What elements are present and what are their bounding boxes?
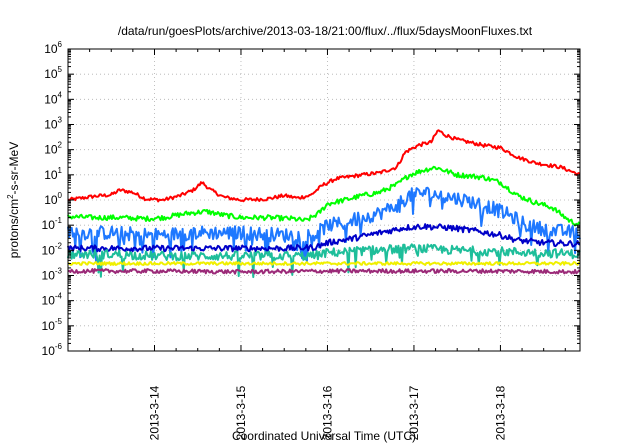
axis-ticks xyxy=(68,48,580,352)
x-tick-label: 2013-3-15 xyxy=(234,385,248,440)
y-tick-label: 10-4 xyxy=(42,292,63,308)
x-axis-label: Coordinated Universal Time (UTC) xyxy=(232,429,416,443)
y-axis-label-rest: -s-sr-MeV xyxy=(7,142,21,195)
x-tick-label: 2013-3-18 xyxy=(493,385,507,440)
y-tick-label: 104 xyxy=(44,90,62,106)
y-axis-label: protons/cm2-s-sr-MeV xyxy=(6,142,21,258)
y-tick-label: 10-1 xyxy=(42,216,63,232)
series-line-6 xyxy=(67,268,581,275)
y-tick-label: 10-6 xyxy=(42,342,63,358)
x-tick-labels: 2013-3-14 2013-3-15 2013-3-16 2013-3-17 2013… xyxy=(147,385,507,440)
data-series xyxy=(67,129,581,279)
y-tick-label: 10-5 xyxy=(42,317,63,333)
y-axis-label-exponent: 2 xyxy=(6,194,15,199)
y-tick-labels: 10-6 10-5 10-4 10-3 10-2 10-1 100 101 102 103 104 1… xyxy=(42,40,63,358)
x-tick-label: 2013-3-14 xyxy=(147,385,161,440)
y-tick-label: 103 xyxy=(44,116,62,132)
chart-title: /data/run/goesPlots/archive/2013-03-18/2… xyxy=(118,24,533,38)
y-tick-label: 102 xyxy=(44,141,62,157)
series-line-1 xyxy=(67,165,581,227)
y-tick-label: 100 xyxy=(44,191,62,207)
y-tick-label: 105 xyxy=(44,65,62,81)
series-line-5 xyxy=(67,261,581,266)
x-tick-label: 2013-3-16 xyxy=(320,385,334,440)
series-line-3 xyxy=(67,223,581,253)
y-tick-label: 10-3 xyxy=(42,267,63,283)
y-tick-label: 101 xyxy=(44,166,62,182)
series-line-4 xyxy=(67,243,581,279)
y-tick-label: 10-2 xyxy=(42,241,63,257)
series-line-0 xyxy=(67,129,581,203)
y-tick-label: 106 xyxy=(44,40,62,56)
x-tick-label: 2013-3-17 xyxy=(407,385,421,440)
y-axis-label-unit: protons/cm xyxy=(7,199,21,258)
